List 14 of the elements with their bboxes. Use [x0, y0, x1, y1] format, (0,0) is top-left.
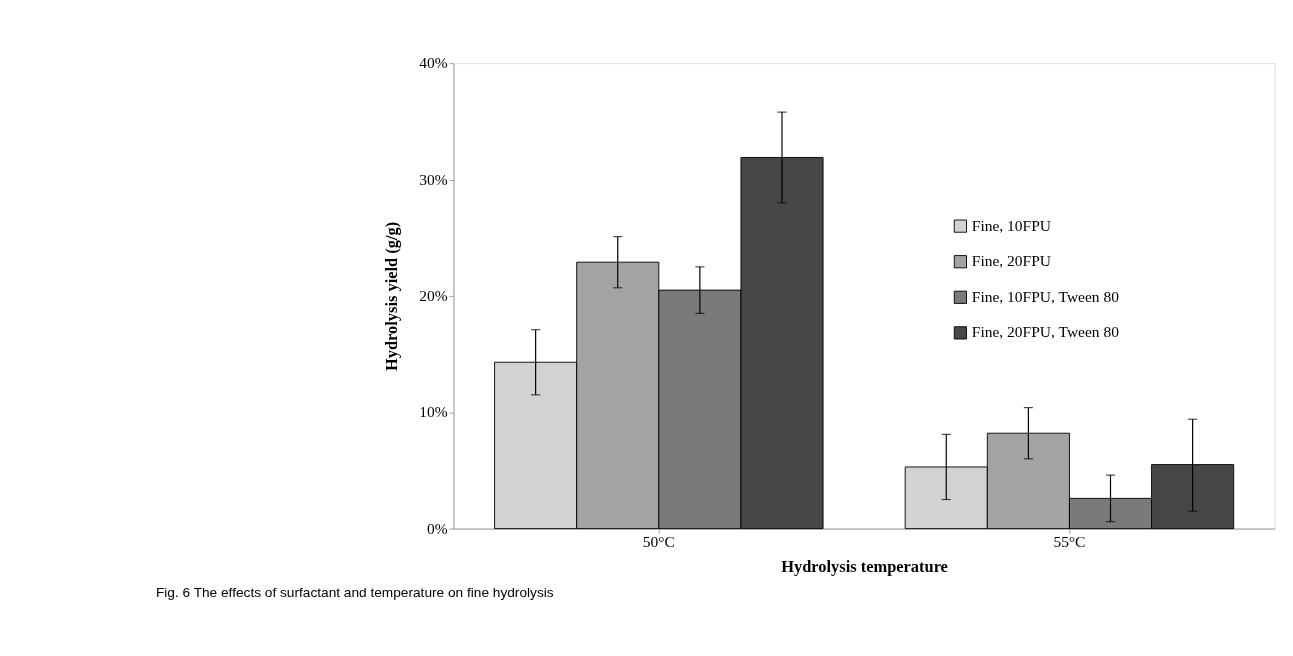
legend-label: Fine, 10FPU, Tween 80: [971, 287, 1120, 305]
y-tick-label: 40%: [419, 54, 448, 72]
legend-label: Fine, 10FPU: [971, 216, 1052, 234]
y-axis-title: Hydrolysis yield (g/g): [382, 221, 402, 371]
x-axis-title: Hydrolysis temperature: [781, 556, 948, 576]
caption: Fig. 6 The effects of surfactant and temperature on fine hydrolysis: [155, 585, 554, 601]
y-tick-label: 10%: [419, 403, 448, 421]
legend-label: Fine, 20FPU, Tween 80: [971, 323, 1120, 341]
y-tick-label: 30%: [419, 170, 448, 188]
x-tick-label: 50°C: [642, 533, 675, 551]
x-tick-label: 55°C: [1053, 533, 1086, 551]
legend-label: Fine, 20FPU: [971, 252, 1052, 270]
y-tick-label: 20%: [419, 286, 448, 304]
y-tick-label: 0%: [426, 519, 448, 537]
